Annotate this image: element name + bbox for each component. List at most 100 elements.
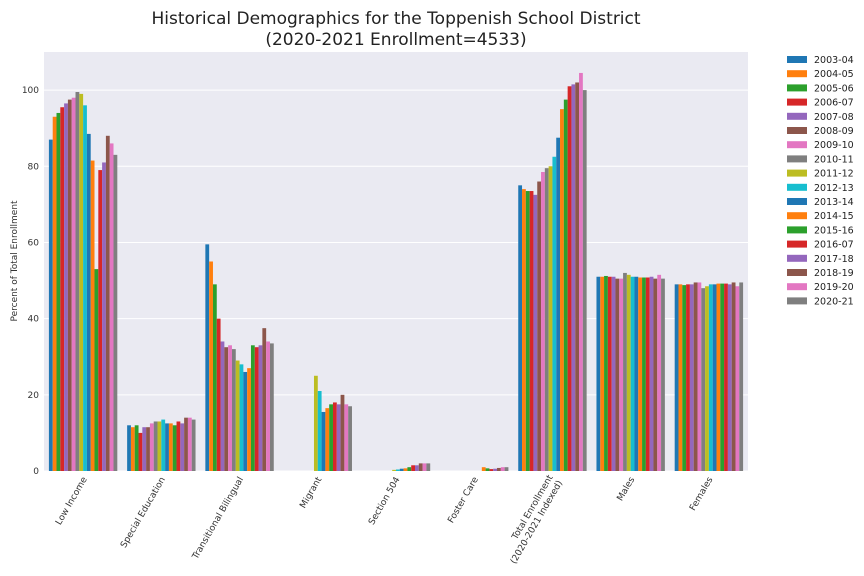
bar: [657, 274, 662, 471]
legend-label: 2007-08: [814, 112, 854, 123]
bar: [678, 284, 683, 471]
bar: [224, 347, 229, 471]
bar: [216, 318, 221, 471]
bar: [60, 107, 65, 471]
x-category-label: Transitional Bilingual: [190, 476, 246, 563]
bar: [415, 465, 419, 471]
legend-label: 2003-04: [814, 55, 854, 66]
bar: [149, 423, 154, 471]
bar: [212, 284, 217, 471]
bar: [489, 469, 494, 471]
bar: [86, 133, 91, 471]
bar: [582, 90, 587, 471]
y-tick-label: 0: [33, 467, 39, 477]
legend-label: 2008-09: [814, 126, 854, 137]
legend-swatch: [787, 112, 807, 120]
y-tick-label: 80: [28, 162, 40, 172]
bar: [262, 328, 267, 471]
legend-swatch: [787, 70, 807, 78]
bar: [48, 139, 53, 472]
bar: [653, 278, 658, 471]
bar: [127, 425, 131, 471]
bar: [739, 282, 744, 471]
bar: [313, 375, 318, 471]
bar: [579, 72, 583, 471]
legend-swatch: [787, 155, 807, 163]
bar: [235, 360, 240, 471]
legend-label: 2005-06: [814, 83, 854, 94]
bar: [321, 411, 326, 471]
bar: [231, 349, 236, 471]
bar: [317, 391, 322, 471]
bar: [396, 469, 400, 471]
legend-label: 2017-18: [814, 254, 854, 265]
y-axis-label: Percent of Total Enrollment: [10, 200, 20, 322]
bar: [638, 277, 643, 471]
bar: [184, 417, 188, 471]
x-category-label: Total Enrollment(2020-2021 Indexed): [500, 473, 566, 566]
bar: [411, 465, 415, 471]
bar: [611, 276, 616, 471]
legend-swatch: [787, 141, 807, 149]
bar: [113, 154, 118, 471]
bar: [172, 425, 177, 471]
bar: [228, 345, 232, 471]
bar: [348, 406, 352, 471]
bar: [626, 274, 631, 471]
y-tick-label: 20: [28, 391, 40, 401]
bar: [168, 423, 173, 471]
bar: [649, 276, 654, 471]
legend-label: 2019-20: [814, 282, 854, 293]
bar: [239, 364, 244, 471]
bar: [705, 286, 709, 471]
bar: [332, 402, 337, 471]
x-category-label-line: Special Education: [119, 476, 168, 550]
bar: [180, 423, 185, 471]
x-category-label: Foster Care: [446, 475, 481, 525]
bar: [269, 343, 274, 471]
bar: [522, 189, 526, 471]
bar: [500, 467, 505, 471]
bars: [48, 72, 744, 472]
x-category-label-line: Males: [616, 475, 638, 503]
bar: [161, 419, 166, 471]
x-category-label-line: Section 504: [367, 475, 403, 527]
legend-swatch: [787, 56, 807, 63]
legend-swatch: [787, 84, 807, 92]
bar: [157, 421, 162, 471]
bar: [254, 347, 259, 471]
bar: [481, 467, 486, 471]
legend-label: 2009-10: [814, 140, 854, 151]
bar: [697, 282, 702, 471]
bar: [712, 284, 717, 471]
bar: [130, 427, 135, 471]
bar: [537, 181, 542, 471]
bar: [708, 284, 713, 471]
bar: [83, 105, 87, 471]
legend-label: 2011-12: [814, 169, 854, 180]
bar: [720, 283, 725, 471]
legend-swatch: [787, 183, 807, 191]
bar: [630, 276, 635, 471]
legend-label: 2006-07: [814, 98, 854, 109]
legend-label: 2010-11: [814, 154, 854, 165]
bar: [642, 277, 646, 471]
bar: [176, 421, 181, 471]
bar: [727, 284, 732, 471]
y-tick-label: 100: [22, 86, 39, 96]
bar: [209, 261, 213, 471]
bar: [407, 467, 412, 471]
bar: [75, 92, 80, 471]
bar: [67, 99, 72, 472]
bar: [329, 404, 333, 471]
y-ticks: 0 20 40 60 80 100: [22, 86, 39, 477]
x-category-label-line: Transitional Bilingual: [190, 476, 246, 563]
legend-label: 2015-16: [814, 225, 854, 236]
bar: [556, 137, 561, 471]
x-category-label-line: Foster Care: [446, 475, 481, 525]
bar: [344, 404, 349, 471]
bar: [661, 278, 665, 471]
bar: [571, 84, 576, 471]
bar: [138, 432, 143, 471]
legend-swatch: [787, 169, 807, 177]
